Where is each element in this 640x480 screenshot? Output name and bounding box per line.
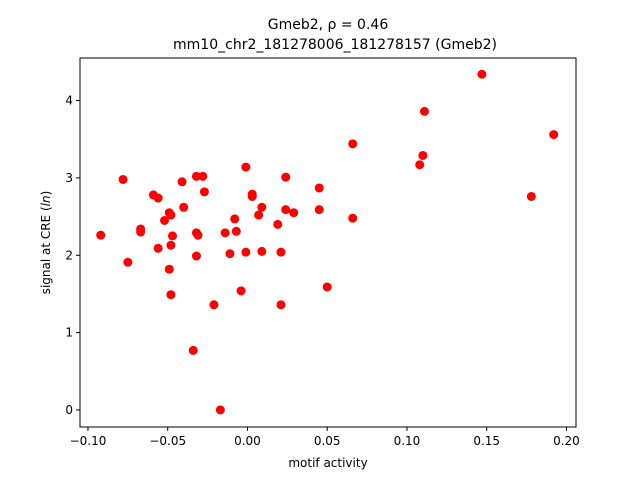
data-point xyxy=(188,345,198,355)
data-point xyxy=(153,243,163,253)
data-point xyxy=(247,191,257,201)
y-tick-label: 1 xyxy=(65,326,73,340)
x-tick-label: 0.05 xyxy=(314,434,341,448)
data-point xyxy=(526,191,536,201)
data-point xyxy=(177,177,187,187)
data-point xyxy=(241,162,251,172)
plot-frame xyxy=(79,57,577,428)
data-point xyxy=(168,231,178,241)
data-point xyxy=(314,205,324,215)
y-axis-label-main: signal at CRE ( xyxy=(39,206,53,294)
data-point xyxy=(191,251,201,261)
y-axis-label-close: ) xyxy=(39,191,53,196)
data-point xyxy=(166,240,176,250)
data-point xyxy=(220,228,230,238)
data-point xyxy=(166,210,176,220)
data-point xyxy=(289,208,299,218)
y-axis-label-unit: ln xyxy=(39,195,53,206)
data-point xyxy=(415,160,425,170)
data-point xyxy=(164,264,174,274)
data-point xyxy=(136,224,146,234)
y-tick-label: 2 xyxy=(65,248,73,262)
data-point xyxy=(322,282,332,292)
data-point xyxy=(199,187,209,197)
x-tick-label: 0.15 xyxy=(473,434,500,448)
x-tick-label: 0.00 xyxy=(234,434,261,448)
data-point xyxy=(230,214,240,224)
data-point xyxy=(257,246,267,256)
data-point xyxy=(348,213,358,223)
x-tick-label: −0.10 xyxy=(70,434,107,448)
x-axis-label: motif activity xyxy=(288,456,367,470)
data-point xyxy=(257,202,267,212)
x-tick-label: 0.20 xyxy=(553,434,580,448)
data-point xyxy=(241,247,251,257)
data-point xyxy=(166,290,176,300)
data-point xyxy=(123,257,133,267)
data-point xyxy=(193,230,203,240)
x-tick-label: −0.05 xyxy=(149,434,186,448)
data-point xyxy=(281,172,291,182)
data-point xyxy=(179,202,189,212)
data-point xyxy=(209,300,219,310)
data-point xyxy=(254,210,264,220)
data-point xyxy=(153,193,163,203)
data-point xyxy=(231,226,241,236)
x-tick-label: 0.10 xyxy=(394,434,421,448)
data-point xyxy=(191,171,201,181)
y-axis-ticks: 0 1 2 3 4 xyxy=(65,94,80,417)
y-tick-label: 0 xyxy=(65,403,73,417)
y-tick-label: 4 xyxy=(65,94,73,108)
chart-title: Gmeb2, ρ = 0.46 xyxy=(268,17,389,33)
data-point xyxy=(549,130,559,140)
chart-subtitle: mm10_chr2_181278006_181278157 (Gmeb2) xyxy=(173,37,497,53)
data-point xyxy=(273,219,283,229)
data-point xyxy=(418,150,428,160)
data-point xyxy=(348,139,358,149)
data-point xyxy=(477,69,487,79)
data-point xyxy=(276,300,286,310)
data-point xyxy=(198,171,208,181)
data-point xyxy=(281,205,291,215)
data-point xyxy=(118,174,128,184)
data-point xyxy=(276,247,286,257)
y-tick-label: 3 xyxy=(65,171,73,185)
data-point xyxy=(419,106,429,116)
data-point xyxy=(225,249,235,259)
data-point xyxy=(314,183,324,193)
data-point xyxy=(160,215,170,225)
data-points xyxy=(96,69,559,415)
data-point xyxy=(215,405,225,415)
y-axis-label: signal at CRE (ln) xyxy=(39,191,53,295)
data-point xyxy=(236,286,246,296)
x-axis-ticks: −0.10 −0.05 0.00 0.05 0.10 0.15 0.20 xyxy=(70,427,580,448)
data-point xyxy=(96,230,106,240)
